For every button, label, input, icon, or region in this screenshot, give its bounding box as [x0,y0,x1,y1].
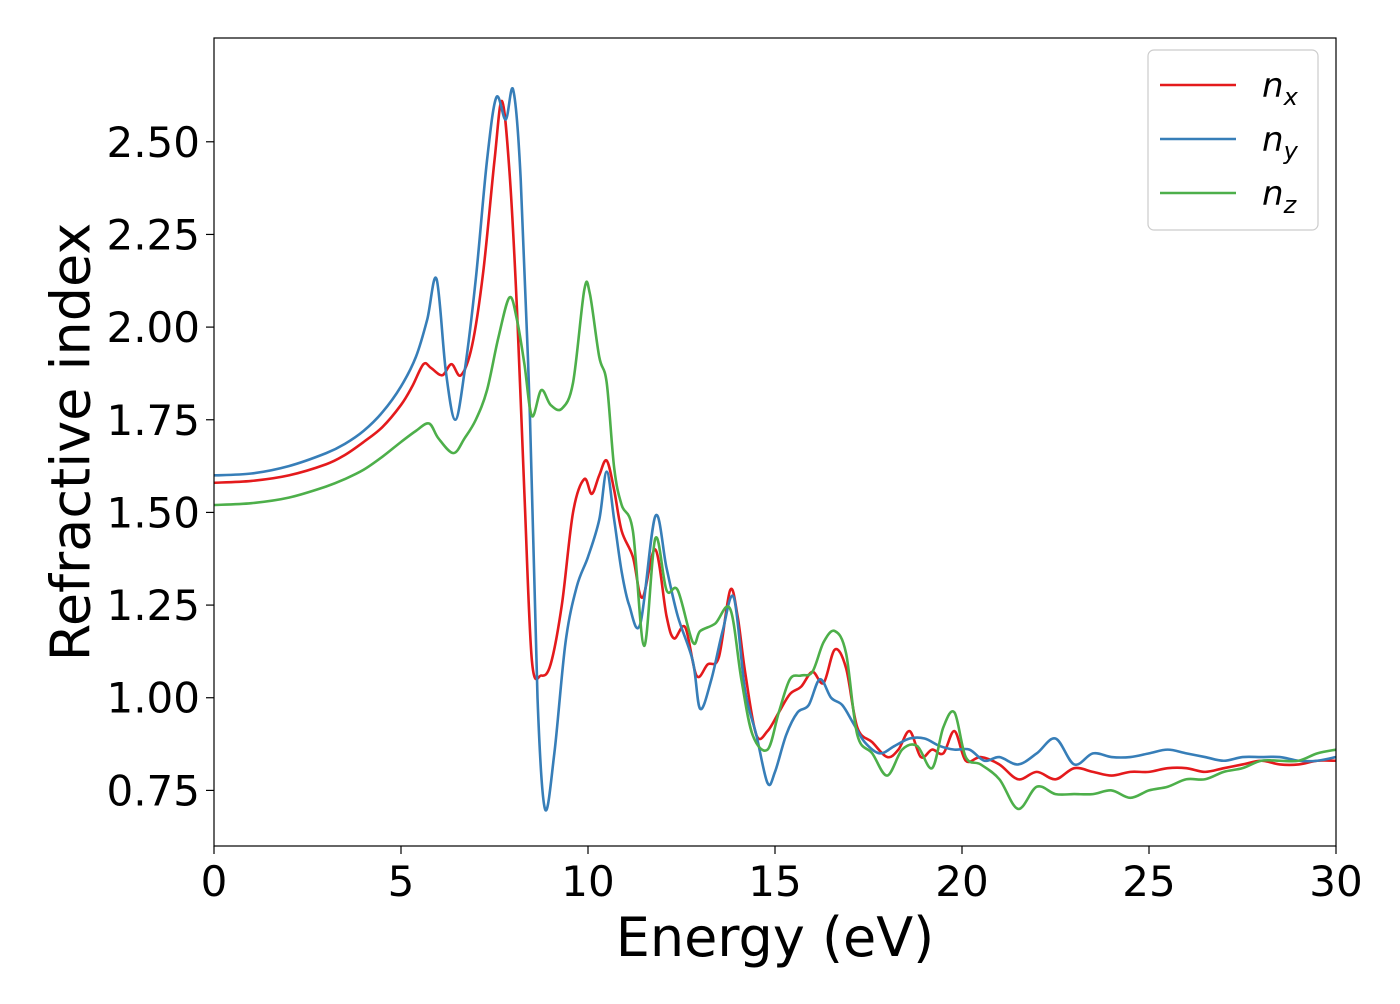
x-tick-label: 0 [201,857,228,906]
y-tick-label: 1.00 [106,674,200,723]
series-line-y [214,86,1336,812]
y-tick-label: 2.00 [106,303,200,352]
x-tick-label: 10 [561,857,614,906]
legend-entry-x: nx [1160,66,1299,111]
legend: nx ny nz [1147,49,1319,231]
series-layer [214,86,1336,812]
legend-entry-y: ny [1160,120,1299,165]
legend-label: nx [1262,66,1299,111]
series-line-x [214,99,1336,781]
x-tick-label: 15 [748,857,801,906]
y-tick-label: 1.75 [106,396,200,445]
x-tick-label: 5 [388,857,415,906]
y-tick-label: 2.50 [106,118,200,167]
x-tick-label: 30 [1309,857,1362,906]
legend-entry-z: nz [1160,174,1298,219]
y-axis-label: Refractive index [40,223,103,662]
series-line-z [214,280,1336,811]
y-tick-label: 0.75 [106,766,200,815]
y-tick-label: 2.25 [106,210,200,259]
x-axis-ticks: 0 5 10 15 20 25 30 [201,846,1363,906]
y-axis-ticks: 0.75 1.00 1.25 1.50 1.75 2.00 2.25 2.50 [106,118,214,815]
x-axis-label: Energy (eV) [616,906,935,969]
x-tick-label: 20 [935,857,988,906]
y-tick-label: 1.50 [106,488,200,537]
legend-label: nz [1262,174,1298,219]
y-tick-label: 1.25 [106,581,200,630]
x-tick-label: 25 [1122,857,1175,906]
legend-label: ny [1262,120,1299,165]
